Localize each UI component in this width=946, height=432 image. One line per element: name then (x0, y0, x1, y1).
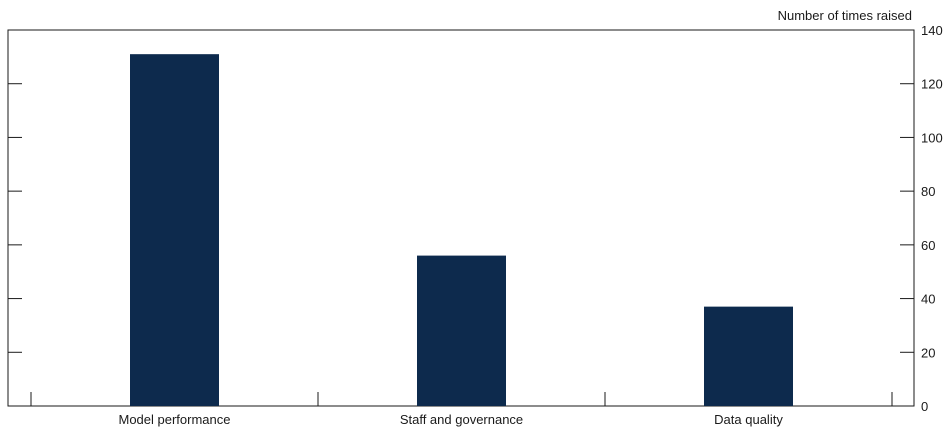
y-tick-label: 120 (921, 77, 943, 92)
y-tick-label: 140 (921, 23, 943, 38)
y-tick-label: 100 (921, 130, 943, 145)
x-category-label: Data quality (714, 412, 783, 427)
y-tick-label: 20 (921, 345, 935, 360)
y-axis-title: Number of times raised (778, 8, 912, 23)
bar-model-performance (130, 54, 219, 407)
y-tick-label: 0 (921, 399, 928, 414)
x-category-label: Model performance (119, 412, 231, 427)
x-category-label: Staff and governance (400, 412, 523, 427)
y-tick-label: 80 (921, 184, 935, 199)
bar-staff-and-governance (417, 255, 506, 406)
y-axis-ticks: 0 20 40 60 80 100 120 140 (8, 23, 943, 414)
x-axis-ticks: Model performance Staff and governance Dat… (30, 392, 893, 427)
bars-group (130, 54, 793, 407)
bar-data-quality (704, 306, 793, 406)
y-tick-label: 40 (921, 292, 935, 307)
y-tick-label: 60 (921, 238, 935, 253)
